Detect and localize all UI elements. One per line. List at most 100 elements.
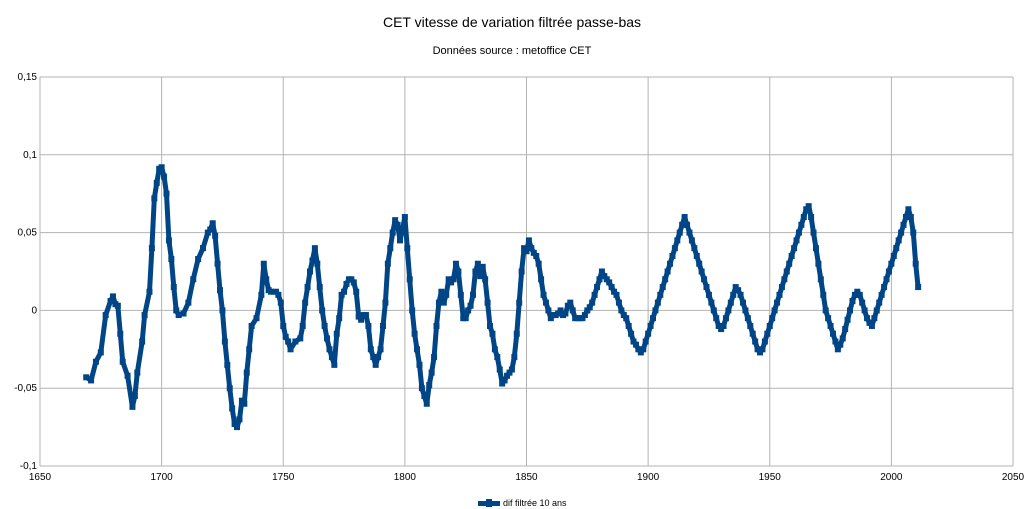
- data-point: [102, 312, 109, 319]
- data-point: [730, 291, 737, 298]
- data-point: [747, 322, 754, 329]
- y-tick-label: 0: [31, 305, 37, 316]
- data-point: [151, 195, 158, 202]
- data-point: [387, 245, 394, 252]
- data-point: [287, 346, 294, 353]
- data-point: [888, 260, 895, 267]
- data-point: [146, 288, 153, 295]
- data-point: [207, 226, 214, 233]
- data-point: [421, 392, 428, 399]
- data-point: [494, 354, 501, 361]
- data-point: [793, 237, 800, 244]
- data-point: [822, 307, 829, 314]
- data-point: [423, 400, 430, 407]
- data-point: [307, 268, 314, 275]
- data-point: [511, 354, 518, 361]
- data-point: [457, 291, 464, 298]
- y-tick-label: -0,05: [14, 383, 37, 394]
- data-point: [501, 377, 508, 384]
- data-point: [224, 361, 231, 368]
- data-point: [445, 276, 452, 283]
- data-point: [808, 214, 815, 221]
- data-point: [905, 206, 912, 213]
- data-point: [260, 260, 267, 267]
- data-point: [545, 307, 552, 314]
- data-point: [190, 276, 197, 283]
- data-point: [676, 229, 683, 236]
- x-tick-label: 1700: [151, 472, 174, 483]
- data-point: [542, 299, 549, 306]
- data-point: [786, 260, 793, 267]
- data-point: [88, 377, 95, 384]
- data-point: [538, 276, 545, 283]
- data-point: [161, 173, 168, 180]
- x-tick-label: 1800: [394, 472, 417, 483]
- data-point: [732, 284, 739, 291]
- data-point: [268, 288, 275, 295]
- data-point: [226, 385, 233, 392]
- data-point: [234, 424, 241, 431]
- data-point: [236, 416, 243, 423]
- data-point: [217, 287, 224, 294]
- data-point: [798, 221, 805, 228]
- data-point: [681, 214, 688, 221]
- data-point: [496, 366, 503, 373]
- data-point: [788, 252, 795, 259]
- data-point: [173, 307, 180, 314]
- data-point: [791, 245, 798, 252]
- data-point: [353, 288, 360, 295]
- data-point: [540, 291, 547, 298]
- data-point: [649, 315, 656, 322]
- data-point: [297, 335, 304, 342]
- data-point: [715, 322, 722, 329]
- data-point: [708, 299, 715, 306]
- legend: dif filtrée 10 ans: [478, 498, 567, 508]
- data-point: [739, 299, 746, 306]
- data-point: [637, 349, 644, 356]
- data-point: [185, 299, 192, 306]
- data-point: [367, 346, 374, 353]
- data-point: [703, 284, 710, 291]
- x-tick-label: 2000: [880, 472, 903, 483]
- data-point: [902, 214, 909, 221]
- data-point: [688, 237, 695, 244]
- data-point: [659, 284, 666, 291]
- data-point: [752, 338, 759, 345]
- data-point: [97, 349, 104, 356]
- data-point: [328, 354, 335, 361]
- data-point: [204, 229, 211, 236]
- data-point: [440, 299, 447, 306]
- data-point: [175, 312, 182, 319]
- data-point: [165, 237, 172, 244]
- data-point: [231, 420, 238, 427]
- data-point: [416, 361, 423, 368]
- data-point: [397, 237, 404, 244]
- data-point: [326, 346, 333, 353]
- data-point: [375, 354, 382, 361]
- data-point: [153, 179, 160, 186]
- data-point: [384, 260, 391, 267]
- data-point: [124, 372, 131, 379]
- data-point: [472, 268, 479, 275]
- data-point: [134, 369, 141, 376]
- data-point: [844, 316, 851, 323]
- data-point: [516, 299, 523, 306]
- data-point: [452, 260, 459, 267]
- data-point: [669, 252, 676, 259]
- data-point: [603, 276, 610, 283]
- data-point: [316, 284, 323, 291]
- data-point: [856, 291, 863, 298]
- data-point: [129, 403, 136, 410]
- data-point: [365, 322, 372, 329]
- data-point: [564, 302, 571, 309]
- data-point: [119, 358, 126, 365]
- data-point: [895, 237, 902, 244]
- data-point: [547, 315, 554, 322]
- data-point: [467, 302, 474, 309]
- chart-subtitle: Données source : metoffice CET: [432, 45, 592, 57]
- data-point: [696, 260, 703, 267]
- data-point: [873, 307, 880, 314]
- data-point: [433, 322, 440, 329]
- data-point: [377, 346, 384, 353]
- data-point: [820, 291, 827, 298]
